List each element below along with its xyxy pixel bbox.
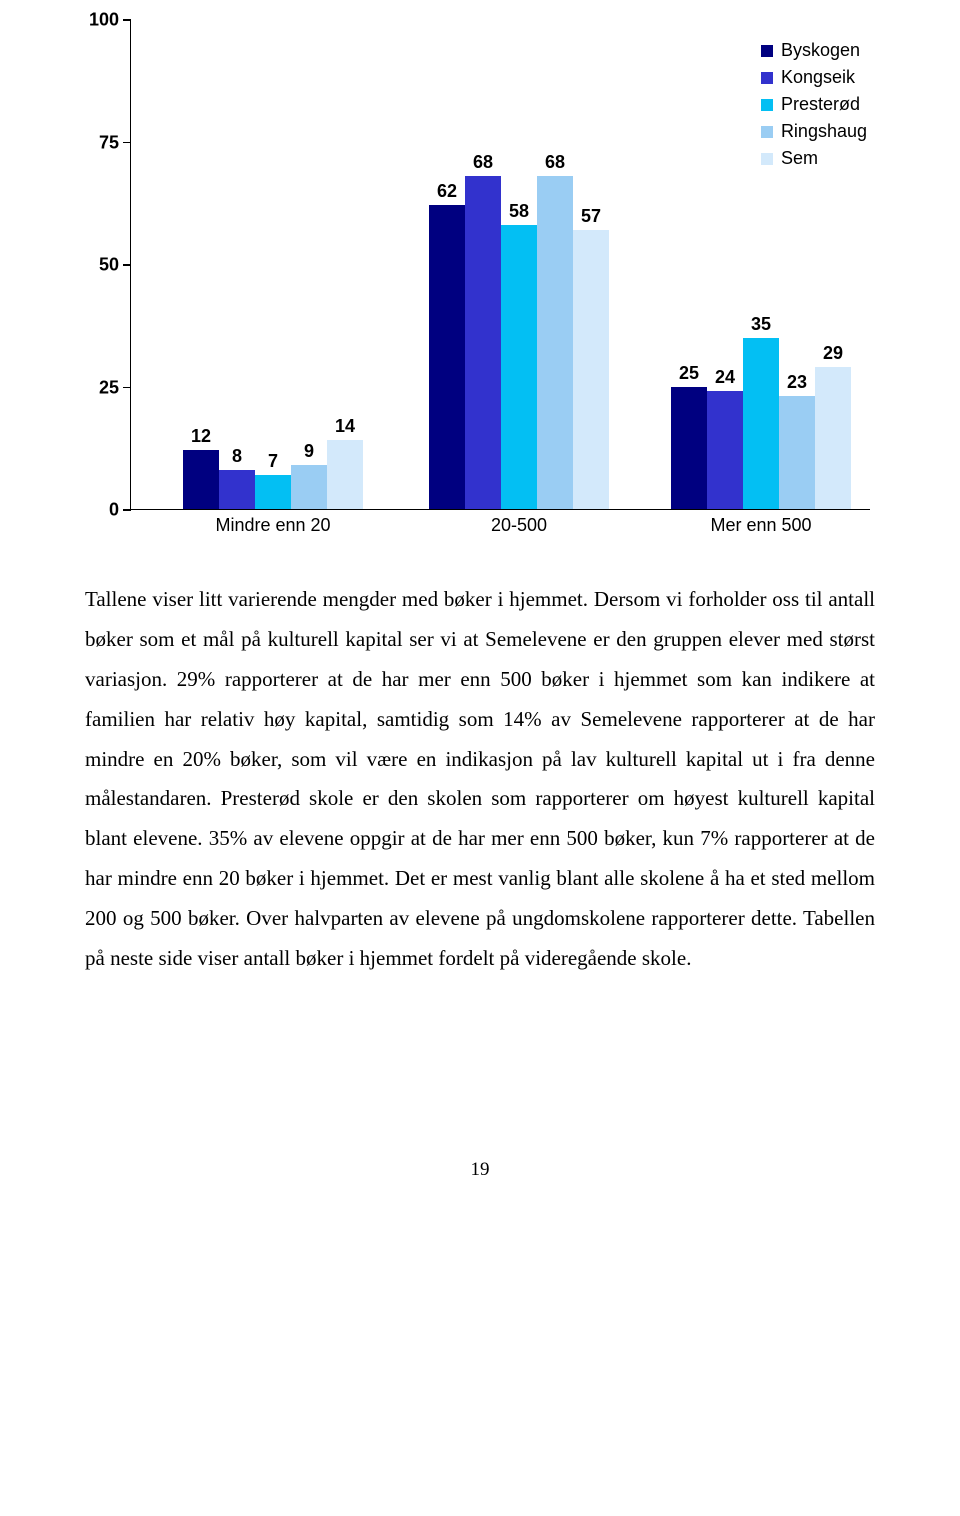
bar-value-label: 14 [327,416,363,437]
legend-label: Ringshaug [781,121,867,142]
bar: 62 [429,205,465,509]
legend-item: Byskogen [761,40,867,61]
books-chart: 02550751001287914Mindre enn 206268586857… [85,20,875,550]
legend-label: Byskogen [781,40,860,61]
bar: 9 [291,465,327,509]
bar-value-label: 57 [573,206,609,227]
x-axis-label: 20-500 [491,515,547,536]
plot-area: 02550751001287914Mindre enn 206268586857… [130,20,870,510]
y-tick [123,387,131,389]
bar: 12 [183,450,219,509]
y-tick [123,19,131,21]
bar: 35 [743,338,779,510]
body-paragraph: Tallene viser litt varierende mengder me… [85,580,875,979]
bar-value-label: 23 [779,372,815,393]
y-tick [123,142,131,144]
legend-label: Sem [781,148,818,169]
bar: 24 [707,391,743,509]
legend-item: Presterød [761,94,867,115]
legend-swatch [761,153,773,165]
bar-value-label: 68 [465,152,501,173]
legend-swatch [761,72,773,84]
legend-swatch [761,45,773,57]
legend-label: Kongseik [781,67,855,88]
bar-value-label: 68 [537,152,573,173]
y-axis-label: 25 [89,377,119,398]
bar-value-label: 7 [255,451,291,472]
bar-value-label: 12 [183,426,219,447]
x-axis-label: Mer enn 500 [710,515,811,536]
y-axis-label: 100 [89,10,119,31]
y-axis-label: 75 [89,132,119,153]
bar: 7 [255,475,291,509]
bar-value-label: 58 [501,201,537,222]
y-axis-label: 50 [89,255,119,276]
legend-swatch [761,126,773,138]
page-number: 19 [85,1159,875,1181]
bar: 25 [671,387,707,510]
y-tick [123,264,131,266]
bar-value-label: 25 [671,363,707,384]
bar-value-label: 29 [815,343,851,364]
chart-legend: Byskogen Kongseik Presterød Ringshaug Sem [761,40,867,175]
bar: 29 [815,367,851,509]
bar: 14 [327,440,363,509]
y-axis-label: 0 [89,500,119,521]
bar: 58 [501,225,537,509]
bar-value-label: 62 [429,181,465,202]
legend-swatch [761,99,773,111]
legend-item: Kongseik [761,67,867,88]
bar: 57 [573,230,609,509]
bar: 68 [537,176,573,509]
legend-item: Ringshaug [761,121,867,142]
x-axis-label: Mindre enn 20 [215,515,330,536]
legend-item: Sem [761,148,867,169]
bar-value-label: 35 [743,314,779,335]
legend-label: Presterød [781,94,860,115]
bar-value-label: 24 [707,367,743,388]
bar: 68 [465,176,501,509]
bar-value-label: 8 [219,446,255,467]
bar: 8 [219,470,255,509]
bar: 23 [779,396,815,509]
y-tick [123,509,131,511]
bar-value-label: 9 [291,441,327,462]
